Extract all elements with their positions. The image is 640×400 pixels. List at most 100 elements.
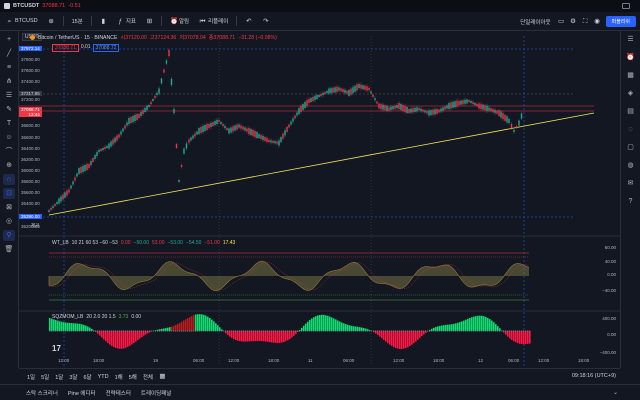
tradingview-logo[interactable]: 17 <box>52 344 61 353</box>
interval-button[interactable]: 15분 <box>70 15 85 28</box>
publish-button[interactable]: 퍼블리쉬 <box>605 16 636 27</box>
window-icon[interactable] <box>622 3 630 9</box>
sqz-bar <box>281 331 283 343</box>
sqz-dot <box>163 330 165 332</box>
layers-icon[interactable]: ◈ <box>627 90 634 97</box>
clock[interactable]: 09:18:16 (UTC+9) <box>571 373 616 379</box>
tab-pine-editor[interactable]: Pine 에디터 <box>67 390 96 397</box>
sqz-bar <box>379 331 381 337</box>
range-button[interactable]: 5해 <box>128 374 137 381</box>
sqz-dot <box>381 330 383 332</box>
fib-icon[interactable]: ☰ <box>5 92 13 99</box>
sqz-bar <box>147 331 149 334</box>
data-window-icon[interactable]: ▦ <box>627 72 634 79</box>
range-button[interactable]: 1달 <box>55 374 64 381</box>
compare-button[interactable]: ⊕ <box>46 15 57 28</box>
indicators-button[interactable]: ƒ 지표 <box>115 15 138 28</box>
tab-screener[interactable]: 스탁 스크리너 <box>26 390 58 397</box>
crosshair-icon[interactable]: + <box>6 36 12 43</box>
candle-body <box>192 135 194 139</box>
horizontal-lines-icon[interactable]: ≡ <box>6 64 12 71</box>
sqz-bar <box>199 314 201 331</box>
range-button[interactable]: YTD <box>97 373 109 380</box>
redo-button[interactable]: ↷ <box>260 15 271 28</box>
sqz-bar <box>279 331 281 343</box>
time-axis[interactable]: 12:00 18:00 19 06:00 12:00 18:00 11 06:00 12:00 1… <box>19 358 620 368</box>
sqz-dot <box>277 330 279 332</box>
undo-button[interactable]: ↶ <box>243 15 254 28</box>
help-icon[interactable]: ? <box>628 198 633 205</box>
sqz-dot <box>333 330 335 332</box>
fullscreen-icon[interactable]: ⛶ <box>582 18 588 25</box>
emoji-icon[interactable]: ☺ <box>5 134 13 141</box>
sqz-bar <box>193 315 195 331</box>
brush-icon[interactable]: ✎ <box>6 106 12 113</box>
range-button[interactable]: 3달 <box>69 374 78 381</box>
sqz-dot <box>321 330 323 332</box>
symbol-tab[interactable]: BTCUSDT 37088.71 -0.51 <box>4 3 81 9</box>
chart-type-button[interactable]: ▮ <box>98 15 109 28</box>
time-tick: 12:00 <box>58 358 70 363</box>
alert-button[interactable]: ⏰ 알림 <box>168 15 191 28</box>
candle-body <box>282 133 284 139</box>
sqz-bar <box>191 315 193 331</box>
range-button[interactable]: 1해 <box>114 374 123 381</box>
ideas-icon[interactable]: ◌ <box>628 126 633 133</box>
layout-icon[interactable]: ▭ <box>558 18 565 25</box>
trash-icon[interactable]: 🗑 <box>4 246 14 253</box>
sqz-bar <box>441 325 443 331</box>
sqz-dot <box>411 330 413 332</box>
sqz-bar <box>493 322 495 331</box>
tab-strategy-tester[interactable]: 전략테스터 <box>105 390 131 397</box>
chat-icon[interactable]: ▢ <box>627 144 634 151</box>
buy-price[interactable]: 37088.72 <box>92 44 120 52</box>
lock-drawings-icon[interactable]: ⊠ <box>6 204 12 211</box>
calendar-icon[interactable]: ▤ <box>627 108 634 115</box>
visibility-icon[interactable]: ◎ <box>5 218 13 225</box>
calendar-range-icon[interactable]: ▦ <box>159 373 166 380</box>
sqz-dot <box>313 330 315 332</box>
sqz-bar <box>239 331 241 342</box>
tab-trading-panel[interactable]: 트레이딩패널 <box>140 390 172 397</box>
sqz-dot <box>119 330 121 332</box>
magnet-icon[interactable]: ∩ <box>3 174 15 185</box>
chevron-down-icon[interactable]: ⌄ <box>612 390 618 396</box>
replay-button[interactable]: ⏮ 리플레이 <box>197 15 230 28</box>
sqz-bar <box>321 314 323 331</box>
camera-icon[interactable]: ◉ <box>594 18 600 25</box>
toolbar-right: 단일레이아웃 ▭ ⚙ ⛶ ◉ 퍼블리쉬 <box>518 15 636 28</box>
candle-body <box>82 166 84 172</box>
chart-canvas[interactable] <box>19 31 620 368</box>
settings-icon[interactable]: ⚙ <box>570 18 576 25</box>
price-axis[interactable]: 37800.0037600.0037400.0037200.0037000.00… <box>19 31 49 231</box>
sqz-bar <box>377 331 379 335</box>
range-button[interactable]: 전체 <box>142 374 153 381</box>
sqz-bar <box>409 331 411 347</box>
fork-icon[interactable]: ⋔ <box>6 78 12 85</box>
range-button[interactable]: 6달 <box>83 374 92 381</box>
sqz-bar <box>343 323 345 331</box>
symbol-search[interactable]: ⌕ BTCUSD <box>4 15 40 28</box>
sell-price[interactable]: 37088.71 <box>52 44 79 52</box>
sqz-bar <box>245 331 247 342</box>
watchlist-icon[interactable]: ☰ <box>627 36 634 43</box>
alerts-icon[interactable]: ⏰ <box>626 54 635 61</box>
sync-icon[interactable]: ⚲ <box>3 230 15 241</box>
candle-body <box>106 146 108 148</box>
range-button[interactable]: 5일 <box>41 374 50 381</box>
zoom-icon[interactable]: ⊕ <box>6 162 12 169</box>
sqz-bar <box>323 314 325 331</box>
sqz-bar <box>275 331 277 343</box>
candle-body <box>410 108 412 113</box>
layout-button[interactable]: 단일레이아웃 <box>518 15 552 28</box>
lock-icon[interactable]: ⊡ <box>3 188 15 199</box>
range-button[interactable]: 1일 <box>27 374 36 381</box>
templates-button[interactable]: ⊞ <box>144 15 155 28</box>
notifications-icon[interactable]: ✉ <box>627 180 634 187</box>
text-icon[interactable]: T <box>6 120 12 127</box>
chart-pane[interactable]: 37800.0037600.0037400.0037200.0037000.00… <box>19 31 620 368</box>
streams-icon[interactable]: ◍ <box>627 162 634 169</box>
candle-body <box>240 125 242 129</box>
trendline-icon[interactable]: ╱ <box>6 50 12 57</box>
measure-icon[interactable]: ⌒ <box>5 148 13 155</box>
